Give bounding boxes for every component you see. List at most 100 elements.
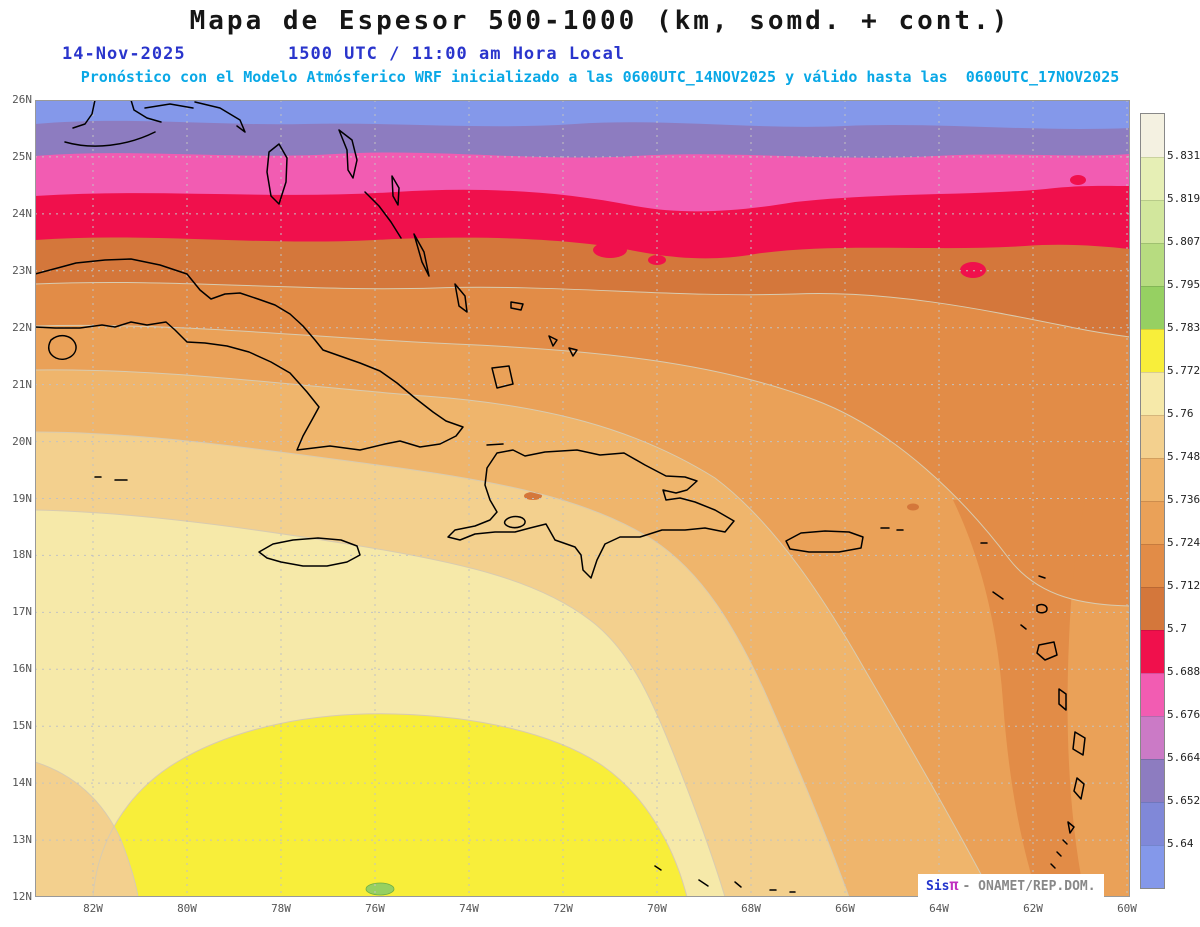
coastline-eleuthera [338, 129, 358, 179]
coastline-gonave [503, 515, 526, 529]
coastline-grenadines [1050, 839, 1068, 869]
colorbar-segment [1141, 501, 1164, 544]
coastline-bahamas-north [144, 101, 246, 133]
colorbar-segment [1141, 544, 1164, 587]
red-blob-2 [648, 255, 666, 265]
coastline-acklins [454, 283, 468, 313]
lat-label: 14N [12, 776, 32, 790]
red-blob-1 [593, 242, 627, 258]
colorbar-label: 5.676 [1167, 708, 1200, 721]
green-spot-south [365, 882, 395, 896]
coastline-cat-island [391, 175, 400, 206]
colorbar-segment [1141, 415, 1164, 458]
lon-label: 64W [929, 902, 949, 915]
coastline-florida [64, 100, 162, 147]
band-sw-corner-tan [35, 762, 138, 897]
colorbar-label: 5.807 [1167, 235, 1200, 248]
lat-label: 24N [12, 206, 32, 220]
colorbar-segment [1141, 716, 1164, 759]
colorbar-label: 5.795 [1167, 278, 1200, 291]
colorbar-label: 5.772 [1167, 364, 1200, 377]
lat-label: 23N [12, 263, 32, 277]
colorbar-segment [1141, 200, 1164, 243]
coastline-dominica [1058, 688, 1067, 711]
coastline-virgin-islands [880, 527, 904, 531]
colorbar-label: 5.76 [1167, 407, 1194, 420]
page-title: Mapa de Espesor 500-1000 (km, somd. + co… [189, 6, 1011, 36]
red-blob-3 [960, 262, 986, 278]
coastline-turks-caicos [548, 335, 578, 357]
coastline-montserrat [1020, 624, 1027, 630]
coastline-aruba [654, 865, 662, 871]
watermark-brand: Sis [926, 879, 950, 894]
coastline-hispaniola [447, 449, 735, 579]
lon-label: 80W [177, 902, 197, 915]
lon-label: 70W [647, 902, 667, 915]
lon-label: 72W [553, 902, 573, 915]
coastline-st-kitts [992, 591, 1004, 600]
lon-label: 60W [1117, 902, 1137, 915]
colorbar-label: 5.712 [1167, 579, 1200, 592]
forecast-info: Pronóstico con el Modelo Atmósferico WRF… [80, 68, 1120, 86]
lat-label: 20N [12, 434, 32, 448]
colorbar-label: 5.819 [1167, 192, 1200, 205]
colorbar-label: 5.724 [1167, 536, 1200, 549]
lon-label: 78W [271, 902, 291, 915]
coastline-curacao [698, 879, 709, 887]
coastline-isla-juventud [47, 335, 77, 360]
colorbar-label: 5.7 [1167, 622, 1187, 635]
thickness-map-svg [35, 100, 1130, 897]
colorbar-segment [1141, 802, 1164, 845]
lat-label: 12N [12, 890, 32, 903]
colorbar-label: 5.748 [1167, 450, 1200, 463]
lat-label: 22N [12, 320, 32, 334]
colorbar-label: 5.736 [1167, 493, 1200, 506]
coastline-mayaguana [510, 301, 524, 311]
coastline-cuba [35, 258, 464, 451]
coastline-exumas [364, 191, 402, 239]
lat-label: 13N [12, 833, 32, 847]
lon-label: 74W [459, 902, 479, 915]
coastline-puerto-rico [785, 530, 864, 553]
lat-label: 17N [12, 605, 32, 619]
lon-label: 82W [83, 902, 103, 915]
colorbar-label: 5.652 [1167, 794, 1200, 807]
lon-label: 66W [835, 902, 855, 915]
colorbar-segment [1141, 673, 1164, 716]
thickness-bands [35, 100, 1130, 897]
coastline-st-vincent [1067, 821, 1075, 834]
red-blob-4 [1070, 175, 1086, 185]
valid-date: 14-Nov-2025 [62, 44, 186, 64]
lat-label: 19N [12, 491, 32, 505]
grid-lines [35, 100, 1130, 897]
lat-label: 18N [12, 548, 32, 562]
lat-label: 26N [12, 93, 32, 106]
map-area: 26N 25N 24N 23N 22N 21N 20N 19N 18N 17N 16N 15N 14N 1… [12, 93, 1137, 915]
colorbar-segment [1141, 329, 1164, 372]
valid-time: 1500 UTC / 11:00 am Hora Local [288, 44, 626, 64]
coastline-inagua [491, 365, 514, 389]
colorbar-segment [1141, 243, 1164, 286]
coastline-barbuda [1038, 575, 1046, 579]
colorbar-label: 5.664 [1167, 751, 1200, 764]
map-border [35, 100, 1130, 897]
colorbar-label: 5.64 [1167, 837, 1194, 850]
lat-label: 21N [12, 377, 32, 391]
watermark-text: - ONAMET/REP.DOM. [962, 879, 1096, 894]
watermark: Sisπ - ONAMET/REP.DOM. [918, 874, 1104, 899]
lat-label: 25N [12, 149, 32, 163]
coastline-cayman [94, 476, 128, 481]
coastline-jamaica [258, 537, 361, 567]
colorbar-segment [1141, 630, 1164, 673]
coastline-st-lucia [1073, 777, 1085, 800]
coastline-andros [266, 143, 288, 205]
coastline-guadeloupe [1036, 641, 1058, 661]
colorbar-segment [1141, 157, 1164, 200]
colorbar-segment [1141, 286, 1164, 329]
band-yellow [93, 713, 687, 897]
brown-spot-haiti [524, 492, 542, 500]
colorbar-segment [1141, 372, 1164, 415]
colorbar-label: 5.783 [1167, 321, 1200, 334]
brown-spot-east [907, 503, 919, 511]
